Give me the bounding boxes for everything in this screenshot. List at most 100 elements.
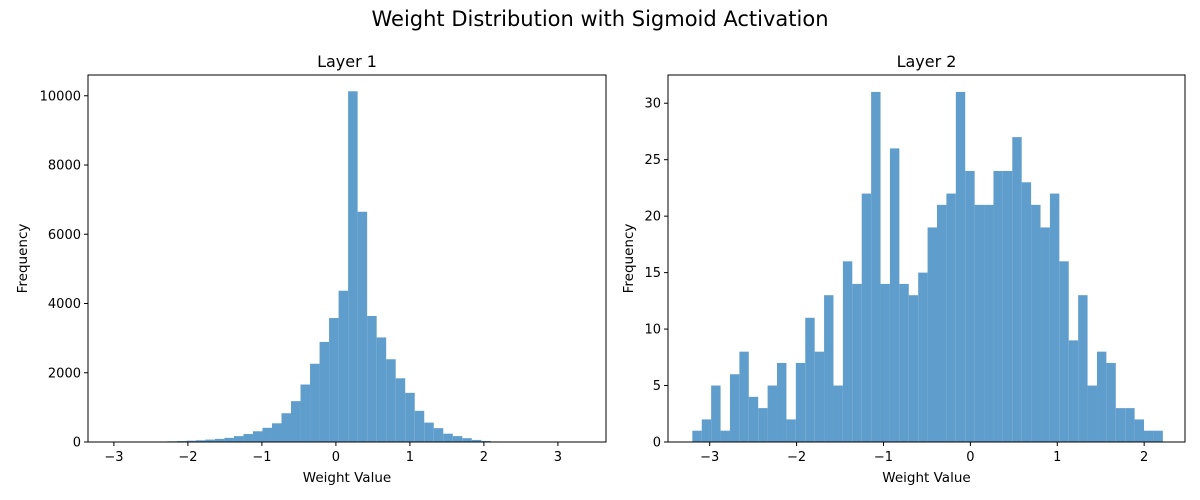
y-axis-label: Frequency [15,224,31,294]
histogram-bar [310,363,320,442]
x-tick-label: 2 [480,450,488,465]
axes-frame [667,74,1186,443]
histogram-bar [214,438,225,442]
histogram-bar [739,351,749,442]
y-tick-label: 15 [644,266,661,281]
histogram-bar [262,427,272,442]
y-tick-label: 25 [644,153,661,168]
histogram-bar [1012,137,1022,443]
x-tick-label: 3 [554,450,562,465]
histogram-bar [271,423,282,442]
histogram-bar [1031,204,1041,442]
histogram-bar [1059,261,1069,442]
y-tick-label: 2000 [48,366,81,381]
histogram-bar [1153,430,1163,442]
histogram-bar [414,410,425,442]
x-axis-label: Weight Value [882,470,970,486]
histogram-bar [786,419,796,442]
histogram-bar [376,337,387,442]
y-tick-label: 10 [644,323,661,338]
histogram-bar [243,434,253,442]
x-tick-label: −3 [700,450,719,465]
histogram-bar [481,440,491,442]
y-tick-label: 20 [644,210,661,225]
histogram-bar [367,315,377,442]
histogram-bar [984,204,994,442]
histogram-bar [1021,182,1032,442]
y-tick-label: 6000 [48,228,81,243]
histogram-bar [1115,408,1126,442]
histogram-bar [899,283,909,442]
x-tick-label: 2 [1140,450,1148,465]
x-tick-label: 0 [966,450,974,465]
figure-title: Weight Distribution with Sigmoid Activat… [371,7,828,31]
histogram-bar [471,439,482,442]
x-tick-label: −1 [874,450,893,465]
histogram-bar [861,193,872,442]
histogram-bar [805,317,815,442]
histogram-bar [424,422,434,442]
x-axis-label: Weight Value [303,470,391,486]
x-tick-label: 0 [332,450,340,465]
histogram-bar [452,436,463,442]
histogram-bar [195,440,206,442]
histogram-bar [908,295,919,442]
subplot-1: −3 −2 −1 0 1 2 3 0 2000 4000 6000 8000 10000 Layer 1 W… [15,52,607,486]
histogram-bar [1134,419,1145,442]
histogram-bar [918,272,928,442]
histogram-bar [329,318,339,442]
x-tick-label: −2 [178,450,197,465]
subplot-title: Layer 2 [897,52,957,71]
histogram-bar [965,170,975,443]
histogram-bar [443,433,453,442]
histogram-bar [974,204,985,442]
histogram-bar [852,283,862,442]
histogram-bar [814,351,825,442]
histogram-bar [946,193,956,442]
histogram-bar [880,283,890,442]
histogram-bar [357,211,368,442]
histogram-bar [937,204,947,442]
histogram-bar [767,385,778,442]
histogram-bar [1106,362,1116,442]
histogram-bar [842,261,853,442]
histogram-bar [1068,340,1079,442]
histogram-bar [777,362,787,442]
histogram-bar [1125,408,1135,442]
histogram-bar [729,374,740,442]
histogram-bar [252,431,263,442]
histogram-bar [433,428,444,442]
histogram-bar [386,359,396,442]
histogram-bar [186,440,196,442]
x-tick-label: −1 [252,450,271,465]
y-tick-label: 8000 [48,159,81,174]
subplot-title: Layer 1 [317,52,377,71]
y-tick-label: 30 [644,97,661,112]
histogram-bar [1087,385,1097,442]
histogram-bar [720,430,730,442]
histogram-bar [338,290,349,442]
histogram-bar [824,295,834,442]
y-tick-label: 10000 [40,89,81,104]
histogram-bar [692,430,702,442]
histogram-bar [300,384,311,442]
histogram-bar [758,408,768,442]
histogram-bar [1078,295,1088,442]
histogram-bar [701,419,712,442]
histogram-bar [291,401,301,442]
histogram-bar [348,91,358,443]
x-tick-label: 1 [1053,450,1061,465]
y-tick-label: 0 [73,436,81,451]
histogram-bar [462,438,472,442]
histogram-bar [281,413,292,442]
histogram-bar [395,378,406,442]
histogram-bar [233,436,244,442]
histogram-bar [1002,170,1013,443]
histogram-bar [1096,351,1107,442]
y-tick-label: 0 [653,436,661,451]
histogram-bar [927,227,937,442]
histogram-bar [205,439,215,442]
